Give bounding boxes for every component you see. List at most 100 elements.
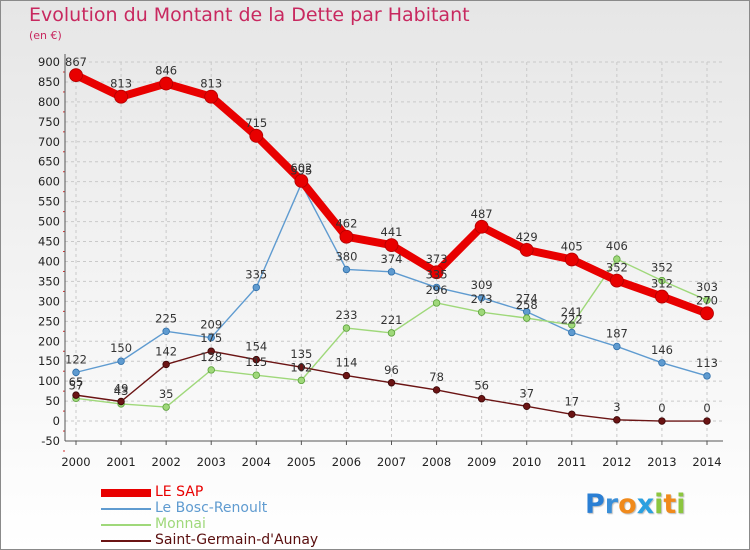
data-point-le-bosc-renoult (568, 328, 576, 337)
data-label-le-bosc-renoult: 113 (696, 356, 718, 370)
y-tick-label: 500 (38, 215, 60, 229)
x-tick-label: 2012 (602, 455, 631, 469)
data-label-le-bosc-renoult: 187 (606, 326, 628, 340)
data-point-saint-germain-d-aunay (523, 402, 531, 410)
data-label-le-sap: 602 (290, 161, 312, 175)
data-point-le-sap (384, 238, 399, 253)
legend-label: Le Bosc-Renoult (155, 500, 268, 516)
y-tick-label: 700 (38, 135, 60, 149)
data-label-saint-germain-d-aunay: 49 (114, 382, 129, 396)
x-tick-label: 2003 (197, 455, 226, 469)
legend-label: Saint-Germain-d'Aunay (155, 532, 319, 548)
data-point-monnai (658, 276, 666, 285)
data-point-le-bosc-renoult (162, 327, 170, 335)
logo-letter: i (676, 489, 686, 520)
logo-letter: t (663, 489, 677, 520)
data-label-saint-germain-d-aunay: 0 (703, 401, 710, 415)
data-point-monnai (523, 314, 531, 322)
y-tick-label: 650 (38, 155, 60, 169)
data-label-monnai: 221 (381, 313, 403, 327)
data-label-le-bosc-renoult: 335 (245, 267, 267, 281)
data-point-monnai (162, 403, 170, 411)
data-label-le-sap: 373 (426, 252, 448, 266)
x-tick-label: 2007 (377, 455, 406, 469)
data-point-le-sap (204, 89, 219, 104)
y-tick-label: 250 (38, 314, 60, 328)
data-point-saint-germain-d-aunay (703, 417, 711, 425)
y-tick-label: 400 (38, 254, 60, 268)
chart-title: Evolution du Montant de la Dette par Hab… (29, 4, 470, 26)
data-label-le-sap: 405 (561, 239, 583, 253)
data-point-saint-germain-d-aunay (477, 395, 486, 403)
chart-unit: (en €) (29, 29, 62, 42)
x-tick-label: 2010 (512, 455, 541, 469)
data-label-monnai: 241 (561, 305, 583, 319)
x-tick-label: 2000 (61, 455, 90, 469)
data-label-le-bosc-renoult: 225 (155, 311, 177, 325)
data-label-le-sap: 813 (110, 77, 132, 91)
data-point-saint-germain-d-aunay (342, 371, 351, 380)
data-label-le-bosc-renoult: 595 (290, 164, 312, 178)
data-point-le-sap (519, 243, 534, 257)
data-label-le-sap: 352 (606, 261, 628, 275)
data-point-monnai (207, 366, 215, 374)
data-point-le-sap (114, 89, 128, 104)
data-point-le-bosc-renoult (387, 268, 396, 276)
data-label-le-sap: 715 (245, 116, 267, 130)
y-tick-label: 300 (38, 294, 60, 308)
data-label-le-sap: 846 (155, 64, 177, 78)
logo-letter: x (636, 489, 655, 520)
x-tick-label: 2013 (647, 455, 676, 469)
data-label-le-bosc-renoult: 274 (516, 292, 538, 306)
data-label-le-sap: 487 (471, 207, 493, 221)
data-label-le-sap: 270 (696, 293, 718, 307)
data-label-monnai: 233 (335, 308, 357, 322)
data-label-saint-germain-d-aunay: 135 (290, 347, 312, 361)
y-tick-label: 350 (38, 274, 60, 288)
data-point-saint-germain-d-aunay (568, 410, 576, 418)
data-point-le-bosc-renoult (613, 342, 621, 351)
y-tick-label: 600 (38, 175, 60, 189)
data-label-monnai: 35 (159, 387, 174, 401)
data-label-le-bosc-renoult: 380 (335, 249, 357, 263)
data-label-le-sap: 813 (200, 77, 222, 91)
data-label-le-bosc-renoult: 209 (200, 318, 222, 332)
y-tick-label: 800 (38, 95, 60, 109)
legend-swatch (101, 540, 151, 542)
data-point-saint-germain-d-aunay (117, 397, 125, 406)
data-label-monnai: 115 (245, 355, 267, 369)
data-point-saint-germain-d-aunay (162, 360, 170, 369)
data-point-le-sap (294, 173, 309, 188)
data-point-le-sap (474, 219, 489, 234)
data-label-saint-germain-d-aunay: 154 (245, 340, 267, 354)
y-tick-label: 900 (38, 55, 60, 69)
data-point-le-bosc-renoult (342, 265, 351, 274)
y-tick-label: 50 (45, 394, 60, 408)
logo-letter: i (654, 489, 664, 520)
data-point-le-bosc-renoult (252, 283, 260, 292)
x-tick-label: 2004 (242, 455, 271, 469)
data-label-le-bosc-renoult: 146 (651, 343, 673, 357)
data-point-le-bosc-renoult (658, 359, 666, 367)
data-point-monnai (252, 371, 260, 379)
data-point-le-sap (655, 289, 669, 304)
data-label-monnai: 258 (516, 298, 538, 312)
data-point-le-sap (429, 265, 444, 280)
y-tick-label: -50 (41, 434, 60, 448)
data-point-monnai (432, 299, 441, 307)
data-label-monnai: 303 (696, 280, 718, 294)
data-label-monnai: 296 (426, 283, 448, 297)
data-label-le-bosc-renoult: 222 (561, 312, 583, 326)
data-label-le-sap: 429 (516, 230, 538, 244)
data-label-monnai: 128 (200, 350, 222, 364)
x-tick-label: 2006 (332, 455, 361, 469)
data-point-saint-germain-d-aunay (613, 416, 621, 424)
data-point-le-sap (609, 273, 624, 288)
legend-label: Monnai (155, 516, 206, 532)
proxiti-logo: Proxiti (585, 489, 686, 520)
data-point-le-bosc-renoult (703, 372, 711, 380)
data-point-saint-germain-d-aunay (252, 355, 260, 364)
x-tick-label: 2011 (557, 455, 586, 469)
